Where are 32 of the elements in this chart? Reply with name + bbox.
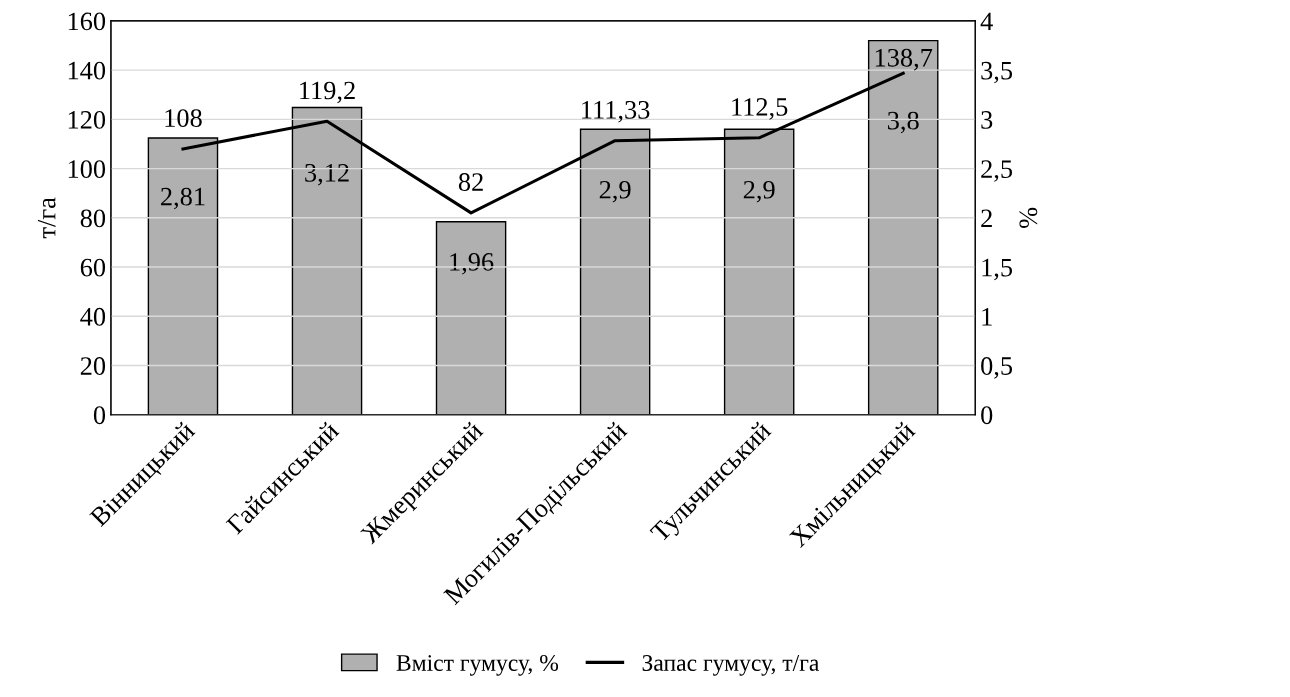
data-label: 2,81 bbox=[161, 187, 205, 210]
y2-tick-label: 0 bbox=[981, 406, 993, 425]
y-tick-label: 60 bbox=[80, 258, 106, 277]
y-tick-label: 40 bbox=[80, 307, 106, 326]
data-label: 119,2 bbox=[300, 81, 355, 104]
y-tick-label: 80 bbox=[80, 209, 106, 228]
y-tick-label: 20 bbox=[80, 357, 106, 375]
legend-label: Запас гумусу, т/га bbox=[642, 655, 820, 676]
y-axis-title: т/га bbox=[37, 197, 56, 239]
data-label: 108 bbox=[165, 109, 202, 127]
data-label: 2,9 bbox=[743, 180, 775, 203]
y-tick-label: 140 bbox=[68, 61, 106, 80]
y2-tick-label: 3 bbox=[981, 111, 993, 129]
data-label: 82 bbox=[458, 173, 483, 191]
data-label: 112,5 bbox=[732, 98, 788, 120]
legend-label: Вміст гумусу, % bbox=[396, 654, 559, 676]
data-label: 2,9 bbox=[599, 180, 631, 203]
y-tick-label: 100 bbox=[68, 160, 106, 178]
y2-tick-label: 0,5 bbox=[981, 357, 1013, 379]
y-tick-label: 160 bbox=[68, 12, 106, 31]
y2-axis-title: % bbox=[1019, 207, 1038, 228]
y2-tick-label: 3,5 bbox=[981, 61, 1013, 84]
data-label: 138,7 bbox=[875, 48, 933, 71]
data-label: 111,33 bbox=[582, 101, 650, 123]
y2-tick-label: 1 bbox=[982, 308, 992, 326]
y2-tick-label: 2,5 bbox=[981, 160, 1013, 182]
y2-tick-label: 1,5 bbox=[982, 258, 1013, 281]
y2-tick-label: 2 bbox=[981, 209, 992, 227]
y2-tick-label: 4 bbox=[980, 12, 993, 31]
data-label: 1,96 bbox=[450, 253, 494, 275]
data-label: 3,12 bbox=[305, 164, 349, 186]
y-tick-label: 120 bbox=[68, 110, 106, 129]
